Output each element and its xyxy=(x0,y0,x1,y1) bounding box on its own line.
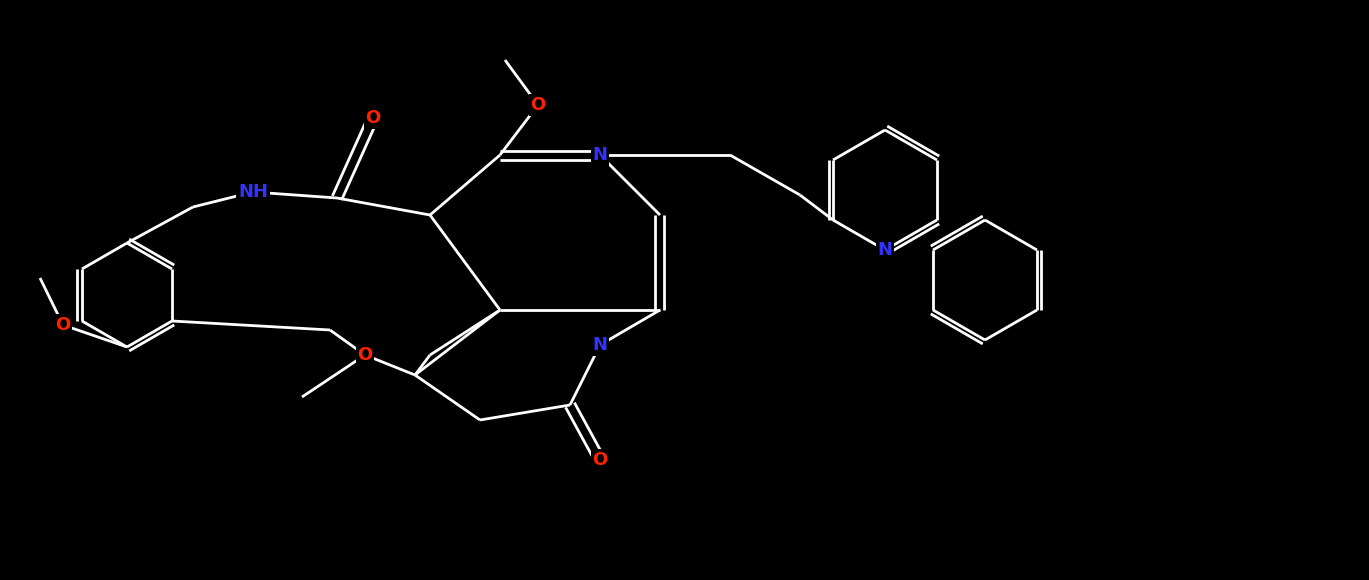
Text: NH: NH xyxy=(238,183,268,201)
Text: O: O xyxy=(55,316,71,334)
Text: N: N xyxy=(593,336,608,354)
Text: N: N xyxy=(593,146,608,164)
Text: O: O xyxy=(530,96,546,114)
Text: O: O xyxy=(357,346,372,364)
Text: N: N xyxy=(878,241,893,259)
Text: O: O xyxy=(593,451,608,469)
Text: O: O xyxy=(366,109,381,127)
